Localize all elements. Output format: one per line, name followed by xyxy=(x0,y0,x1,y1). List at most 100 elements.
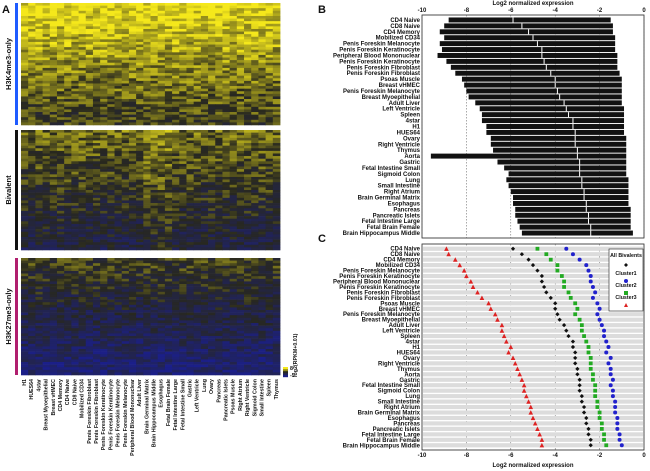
heatmap-cell xyxy=(78,234,87,238)
heatmap-cell xyxy=(193,247,202,251)
heatmap-cell xyxy=(42,176,51,180)
heatmap-cell xyxy=(121,119,130,123)
heatmap-cell xyxy=(35,273,43,277)
heatmap-cell xyxy=(143,91,151,95)
heatmap-cell xyxy=(208,184,216,188)
heatmap-cell xyxy=(200,161,209,165)
heatmap-cell xyxy=(193,26,202,30)
heatmap-cell xyxy=(200,184,209,188)
heatmap-cell xyxy=(200,268,209,272)
heatmap-cell xyxy=(28,54,36,58)
heatmap-cell xyxy=(172,231,180,235)
heatmap-cell xyxy=(265,294,274,298)
heatmap-cell xyxy=(200,226,209,230)
heatmap-cell xyxy=(121,364,130,368)
heatmap-cell xyxy=(92,304,101,308)
heatmap-cell xyxy=(121,213,130,217)
heatmap-cell xyxy=(71,325,79,329)
heatmap-cell xyxy=(56,315,65,319)
heatmap-cell xyxy=(200,297,209,300)
heatmap-cell xyxy=(164,260,173,264)
heatmap-cell xyxy=(179,112,187,115)
heatmap-cell xyxy=(56,234,65,238)
heatmap-cell xyxy=(251,328,259,332)
heatmap-cell xyxy=(208,356,216,360)
heatmap-cell xyxy=(143,41,151,45)
heatmap-cell xyxy=(229,286,238,290)
heatmap-cell xyxy=(56,244,65,248)
heatmap-cell xyxy=(128,299,137,303)
heatmap-cell xyxy=(150,140,159,144)
heatmap-cell xyxy=(172,60,180,64)
heatmap-cell xyxy=(143,187,151,191)
heatmap-cell xyxy=(143,28,151,32)
heatmap-cell xyxy=(265,351,274,355)
heatmap-cell xyxy=(85,263,94,267)
heatmap-cell xyxy=(258,49,267,53)
heatmap-cell xyxy=(28,23,36,27)
heatmap-cell xyxy=(244,13,252,17)
heatmap-cell xyxy=(78,135,87,139)
heatmap-cell xyxy=(56,93,65,97)
heatmap-cell xyxy=(92,302,101,306)
heatmap-cell xyxy=(222,34,231,38)
heatmap-cell xyxy=(186,150,195,154)
heatmap-cell xyxy=(229,163,238,167)
heatmap-cell xyxy=(128,47,137,51)
heatmap-cell xyxy=(136,41,144,45)
heatmap-cell xyxy=(56,96,65,100)
heatmap-cell xyxy=(143,286,151,290)
heatmap-cell xyxy=(229,341,238,345)
heatmap-cell xyxy=(114,70,123,74)
heatmap-cell xyxy=(56,367,65,371)
heatmap-cell xyxy=(49,369,58,373)
heatmap-cell xyxy=(150,265,159,269)
heatmap-cell xyxy=(157,372,166,376)
heatmap-cell xyxy=(121,62,130,66)
heatmap-cell xyxy=(42,356,51,360)
heatmap-cell xyxy=(49,96,58,100)
heatmap-cell xyxy=(164,317,173,321)
heatmap-cell xyxy=(236,70,245,74)
heatmap-cell xyxy=(136,330,144,334)
heatmap-cell xyxy=(121,117,130,121)
heatmap-cell xyxy=(114,163,123,167)
heatmap-cell xyxy=(222,320,231,324)
heatmap-column-label: Breast Myoepithelial xyxy=(44,378,50,430)
heatmap-cell xyxy=(186,289,195,293)
heatmap-cell xyxy=(121,310,130,313)
heatmap-cell xyxy=(193,271,202,274)
heatmap-cell xyxy=(107,362,115,365)
heatmap-cell xyxy=(114,54,123,58)
heatmap-cell xyxy=(179,91,187,95)
heatmap-cell xyxy=(164,208,173,212)
heatmap-cell xyxy=(136,307,144,311)
heatmap-cell xyxy=(100,44,108,48)
heatmap-cell xyxy=(21,294,29,298)
heatmap-column-label: Penis Foreskin Fibroblast xyxy=(87,379,93,444)
heatmap-cell xyxy=(186,28,195,32)
heatmap-cell xyxy=(164,284,173,287)
heatmap-cell xyxy=(64,307,72,311)
heatmap-cell xyxy=(222,91,231,95)
heatmap-cell xyxy=(258,216,267,219)
heatmap-cell xyxy=(251,302,259,306)
heatmap-cell xyxy=(71,265,79,269)
heatmap-cell xyxy=(107,190,115,193)
heatmap-cell xyxy=(258,13,267,17)
heatmap-cell xyxy=(107,137,115,141)
heatmap-cell xyxy=(64,320,72,324)
heatmap-cell xyxy=(85,62,94,66)
heatmap-cell xyxy=(128,330,137,334)
heatmap-cell xyxy=(121,323,130,326)
heatmap-cell xyxy=(49,187,58,191)
heatmap-cell xyxy=(85,294,94,298)
heatmap-cell xyxy=(251,145,259,149)
heatmap-cell xyxy=(28,312,36,316)
heatmap-cell xyxy=(136,203,144,206)
heatmap-cell xyxy=(121,39,130,43)
heatmap-cell xyxy=(85,117,94,121)
heatmap-cell xyxy=(64,109,72,113)
heatmap-cell xyxy=(71,119,79,123)
heatmap-cell xyxy=(164,273,173,277)
